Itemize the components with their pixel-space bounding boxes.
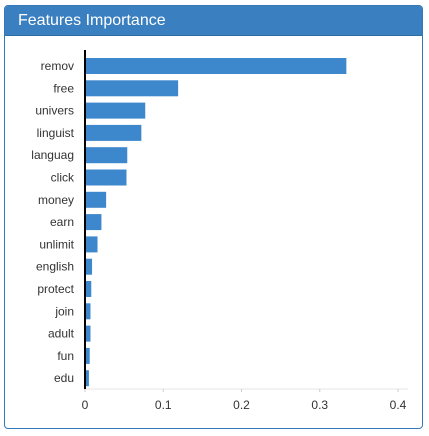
- x-tick-label: 0.1: [155, 398, 172, 412]
- bar-remov: [85, 58, 346, 74]
- y-tick-label-adult: adult: [48, 327, 75, 341]
- bar-earn: [85, 214, 101, 230]
- bars-group: [85, 58, 346, 386]
- y-tick-labels: remov free univers linguist languag click mone…: [31, 59, 75, 385]
- y-tick-label-free: free: [53, 81, 74, 95]
- y-tick-label-remov: remov: [41, 59, 74, 73]
- bar-free: [85, 80, 178, 96]
- y-tick-label-fun: fun: [57, 349, 74, 363]
- y-tick-label-unlimit: unlimit: [39, 237, 74, 251]
- bar-univers: [85, 103, 145, 119]
- y-tick-label-earn: earn: [50, 215, 74, 229]
- bar-unlimit: [85, 236, 98, 252]
- y-tick-label-click: click: [51, 171, 75, 185]
- y-tick-label-money: money: [38, 193, 74, 207]
- x-tick-label: 0.4: [390, 398, 407, 412]
- x-tick-label: 0.3: [311, 398, 328, 412]
- y-tick-label-edu: edu: [54, 371, 74, 385]
- bar-money: [85, 192, 106, 208]
- y-tick-label-protect: protect: [37, 282, 74, 296]
- x-tick-label: 0: [82, 398, 89, 412]
- bar-linguist: [85, 125, 141, 141]
- y-tick-label-linguist: linguist: [37, 126, 75, 140]
- bar-english: [85, 259, 92, 275]
- x-axis: 0 0.1 0.2 0.3 0.4: [82, 389, 408, 412]
- y-tick-label-join: join: [54, 304, 74, 318]
- bar-languag: [85, 147, 127, 163]
- y-tick-label-univers: univers: [35, 104, 74, 118]
- x-tick-label: 0.2: [233, 398, 250, 412]
- y-tick-label-english: english: [36, 260, 74, 274]
- y-tick-label-languag: languag: [31, 148, 74, 162]
- bar-click: [85, 170, 126, 186]
